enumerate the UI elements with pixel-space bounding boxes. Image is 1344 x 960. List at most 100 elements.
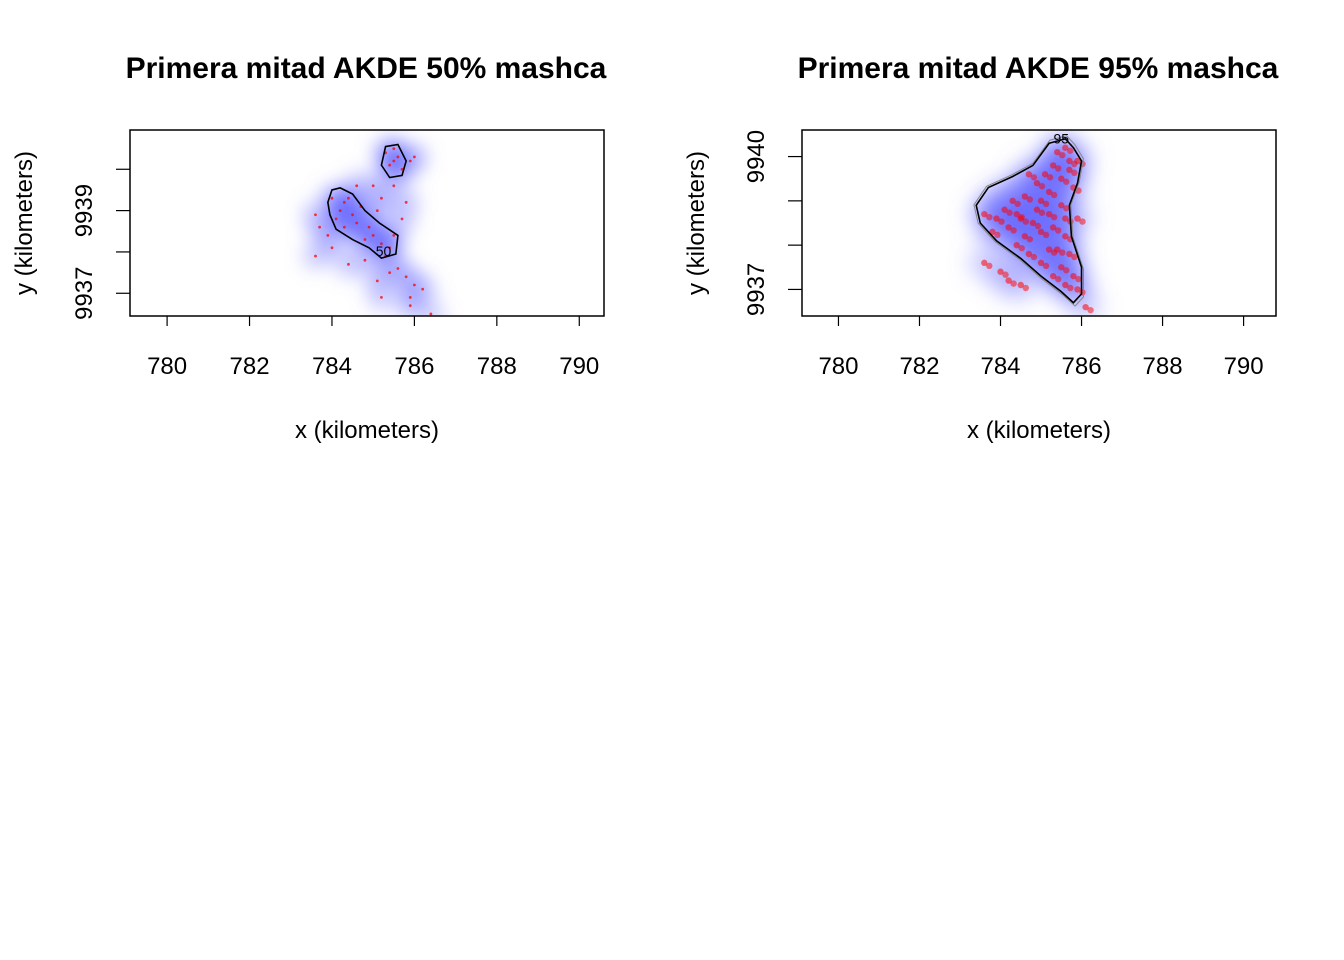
data-point-41 (330, 196, 334, 200)
data-point-6 (408, 159, 412, 163)
data-point-30 (363, 258, 367, 262)
data-point-12 (355, 221, 359, 225)
data-point-41 (1037, 197, 1045, 205)
data-point-2 (1066, 157, 1073, 165)
data-point-dup-41 (1042, 200, 1050, 208)
data-point-dup-45 (1026, 236, 1034, 243)
data-point-21 (396, 267, 400, 270)
data-point-dup-13 (994, 231, 1001, 239)
data-point-35 (1017, 281, 1024, 289)
data-point-dup-1 (1067, 147, 1074, 154)
data-point-13 (334, 217, 338, 221)
data-point-17 (1037, 228, 1045, 236)
data-point-7 (413, 155, 416, 159)
data-point-42 (363, 238, 367, 241)
data-point-4 (1058, 175, 1065, 182)
data-point-38 (1074, 215, 1081, 222)
data-point-22 (404, 275, 408, 279)
data-point-28 (314, 254, 317, 258)
data-point-45 (380, 296, 383, 299)
data-point-dup-15 (1022, 218, 1029, 225)
data-point-18 (1049, 224, 1057, 231)
data-point-dup-6 (1050, 191, 1058, 199)
data-point-29 (1013, 241, 1020, 249)
data-point-dup-26 (1054, 275, 1062, 283)
data-point-dup-3 (1054, 165, 1062, 172)
y-axis-label: y (kilometers) (683, 151, 710, 295)
density-core-0 (976, 138, 1082, 303)
data-point-27 (1037, 259, 1045, 267)
data-point-dup-28 (1030, 253, 1038, 261)
contour-ci-outer-0 (973, 135, 1085, 307)
data-point-dup-12 (986, 213, 993, 221)
data-point-27 (330, 246, 334, 250)
data-point-10 (351, 213, 354, 217)
data-point-2 (396, 155, 400, 159)
data-point-dup-23 (1075, 275, 1082, 283)
data-point-19 (388, 246, 392, 250)
data-point-8 (1021, 193, 1029, 200)
data-point-44 (421, 287, 425, 291)
data-point-15 (342, 225, 346, 229)
data-point-34 (371, 184, 375, 188)
chart-panel-right: Primera mitad AKDE 95% mashca 95 780 782 784… (672, 0, 1344, 480)
data-point-9 (338, 209, 342, 213)
data-point-dup-21 (1071, 253, 1078, 261)
data-point-dup-36 (1087, 306, 1094, 314)
data-point-31 (375, 279, 379, 283)
data-point-39 (400, 217, 404, 221)
data-point-dup-24 (1067, 284, 1074, 292)
x-tick-label-2: 784 (312, 353, 352, 380)
contour-line-0 (975, 137, 1083, 304)
data-point-40 (355, 184, 359, 188)
data-point-8 (342, 200, 346, 204)
data-point-37 (404, 200, 408, 204)
data-point-40 (1025, 171, 1033, 178)
data-point-dup-4 (1063, 178, 1070, 185)
data-point-21 (1066, 250, 1073, 258)
chart-panel-left: Primera mitad AKDE 50% mashca 50 780 782 784… (0, 0, 672, 480)
data-point-7 (1033, 179, 1041, 187)
data-point-11 (993, 215, 1000, 222)
data-point-46 (1066, 166, 1073, 174)
data-point-dup-39 (1046, 174, 1054, 181)
data-point-36 (1082, 303, 1089, 311)
akde-50-chart: Primera mitad AKDE 50% mashca 50 780 782 784… (11, 52, 607, 444)
data-point-dup-38 (1079, 218, 1086, 225)
data-point-dup-9 (1014, 200, 1021, 208)
y-tick-label-0: 9937 (71, 267, 98, 320)
data-point-dup-32 (1063, 205, 1070, 212)
x-tick-label-4: 788 (1143, 353, 1183, 380)
data-point-46 (408, 304, 412, 308)
density-blob-47 (416, 299, 445, 316)
data-point-14 (1005, 224, 1012, 231)
chart-title: Primera mitad AKDE 95% mashca (798, 52, 1279, 85)
data-point-dup-35 (1022, 284, 1029, 292)
data-point-36 (392, 184, 396, 188)
data-point-4 (392, 147, 396, 151)
data-point-dup-14 (1010, 227, 1017, 234)
data-point-25 (1074, 286, 1081, 293)
data-point-16 (367, 225, 371, 229)
data-point-dup-29 (1018, 244, 1025, 252)
data-point-37 (981, 259, 988, 267)
data-point-12 (981, 210, 988, 218)
data-point-29 (347, 262, 350, 266)
data-point-dup-44 (1050, 249, 1058, 256)
data-point-dup-0 (1059, 151, 1066, 159)
contour-level-label: 50 (376, 243, 392, 259)
data-point-47 (429, 312, 433, 316)
density-blob-46 (396, 291, 425, 316)
data-point-45 (1021, 233, 1029, 240)
data-point-42 (1013, 210, 1020, 218)
data-point-38 (375, 209, 379, 213)
data-point-16 (1029, 219, 1037, 227)
data-point-33 (413, 283, 416, 287)
data-point-dup-10 (1006, 209, 1013, 216)
y-tick-label-1: 9939 (71, 184, 98, 237)
data-point-1 (1062, 144, 1069, 151)
x-tick-label-1: 782 (899, 353, 939, 380)
data-point-39 (1041, 171, 1049, 178)
data-point-dup-11 (998, 218, 1005, 225)
data-points (314, 147, 433, 316)
